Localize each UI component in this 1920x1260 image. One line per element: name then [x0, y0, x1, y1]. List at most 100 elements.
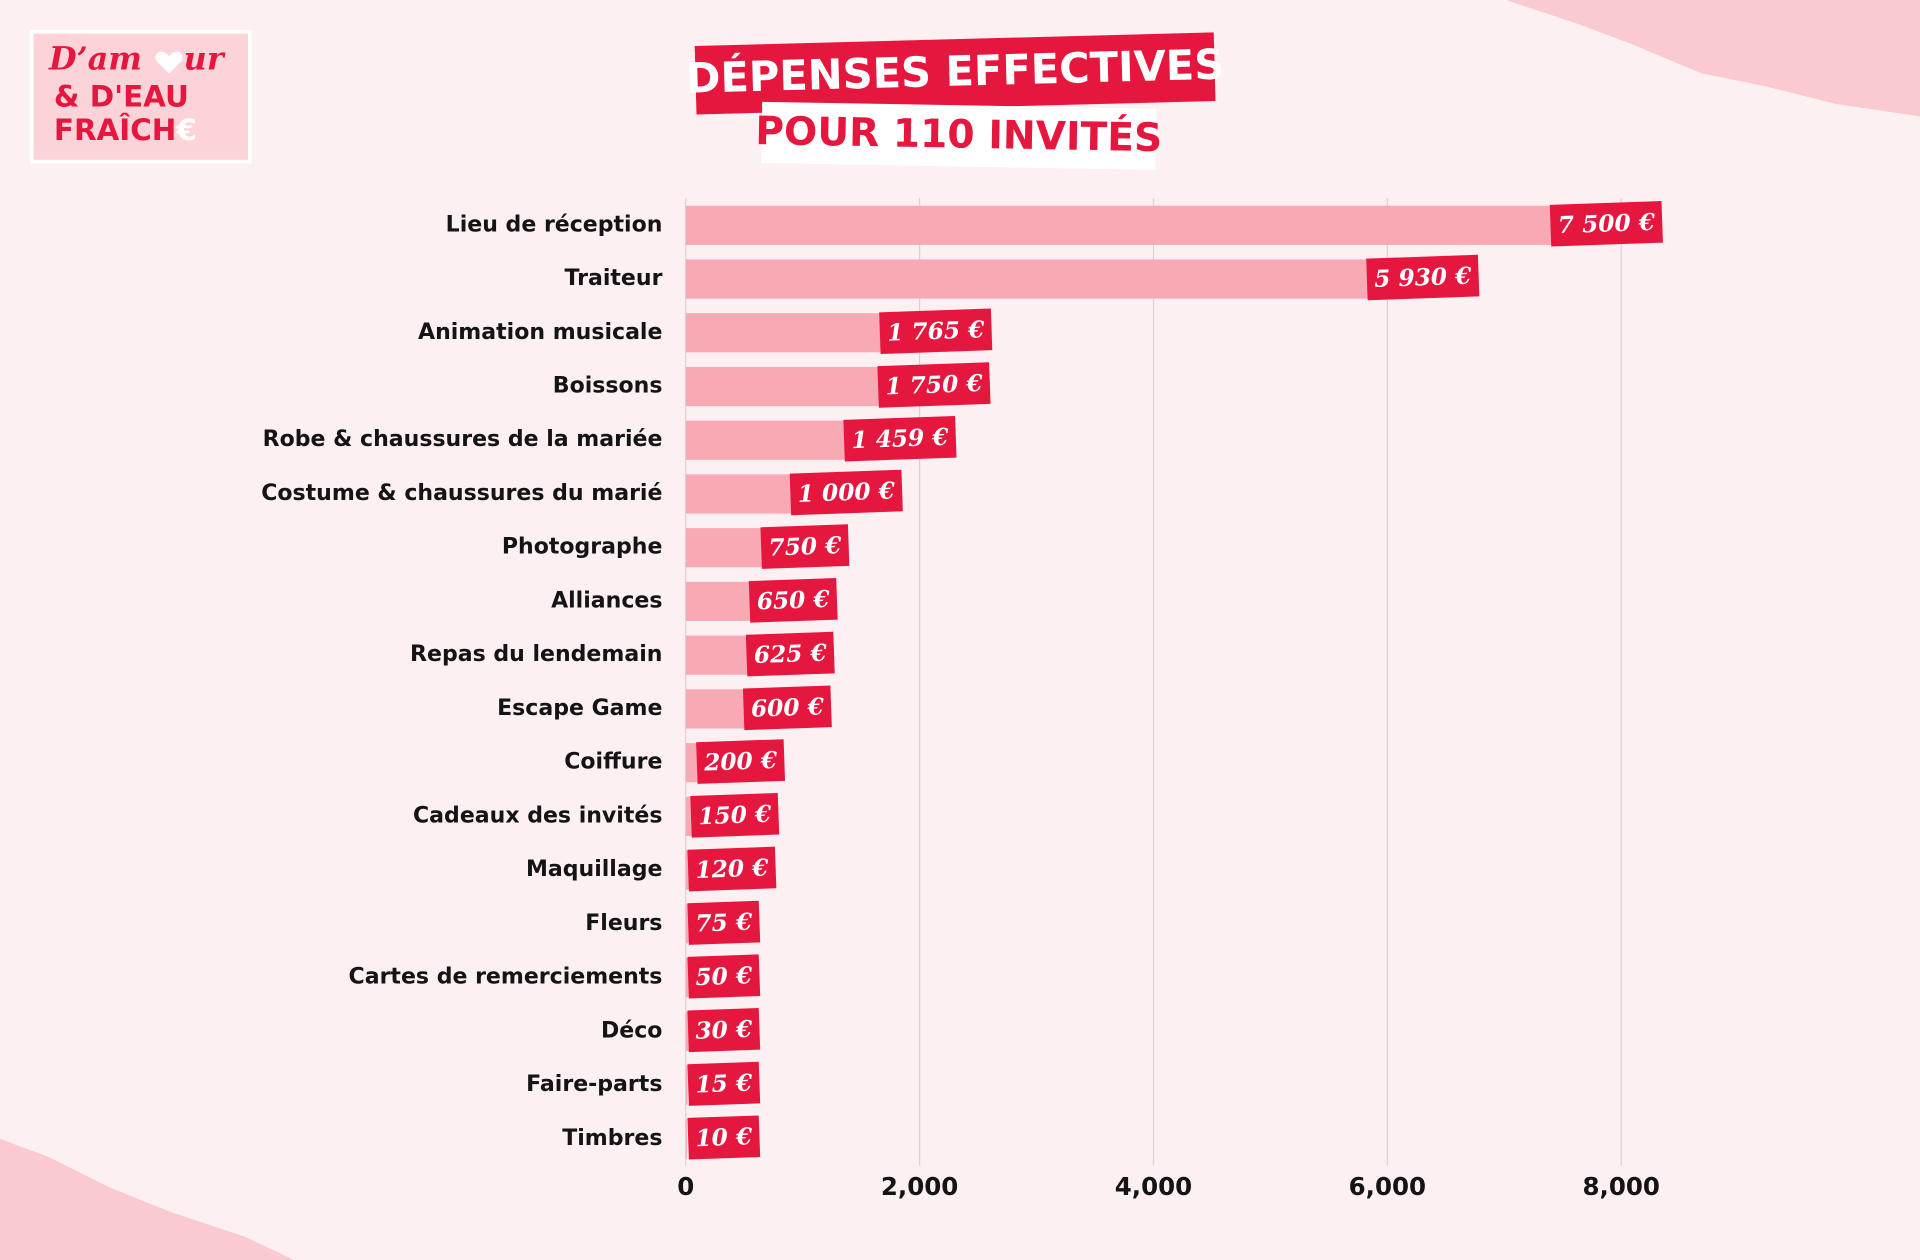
- value-label-group: 10 €: [687, 1115, 761, 1160]
- value-label-box: [789, 469, 903, 516]
- value-label: 15 €: [695, 1069, 753, 1098]
- value-label: 5 930 €: [1374, 263, 1473, 293]
- logo-text: & D'EAU: [54, 79, 189, 113]
- category-label: Fleurs: [585, 911, 662, 936]
- value-label: 75 €: [695, 909, 753, 938]
- value-label-box: [745, 631, 835, 677]
- value-label-box: [687, 900, 761, 945]
- bar: [685, 528, 774, 568]
- bar: [685, 420, 857, 460]
- value-label-group: 600 €: [742, 685, 832, 731]
- logo-box: [30, 30, 252, 164]
- subtitle-box: [761, 101, 1157, 170]
- category-label: Escape Game: [497, 696, 662, 721]
- value-label-box: [879, 308, 993, 355]
- value-label: 120 €: [695, 854, 770, 884]
- x-tick-label: 6,000: [1349, 1172, 1426, 1201]
- category-label: Timbres: [562, 1126, 662, 1151]
- value-label: 200 €: [703, 747, 779, 777]
- value-label-box: [760, 524, 850, 569]
- logo-text: ur: [184, 40, 226, 78]
- value-label-group: 50 €: [687, 954, 761, 999]
- category-label: Traiteur: [565, 266, 663, 291]
- bar: [685, 366, 891, 407]
- category-label: Repas du lendemain: [410, 642, 662, 667]
- value-label-box: [690, 792, 780, 838]
- x-tick-label: 2,000: [881, 1172, 958, 1201]
- x-tick-label: 4,000: [1115, 1172, 1192, 1201]
- value-label: 1 765 €: [887, 316, 986, 346]
- logo-text: FRAÎCH: [54, 112, 176, 147]
- bar: [685, 1065, 688, 1105]
- category-label: Déco: [601, 1018, 662, 1043]
- category-label: Cadeaux des invités: [413, 803, 662, 828]
- value-label: 150 €: [698, 801, 773, 831]
- value-label-group: 650 €: [748, 578, 838, 623]
- value-label-box: [1366, 254, 1480, 301]
- chart-subtitle: POUR 110 INVITÉS: [755, 107, 1163, 161]
- value-label-box: [843, 415, 957, 462]
- category-label: Alliances: [551, 588, 662, 613]
- value-label-box: [748, 578, 838, 623]
- value-label-group: 30 €: [687, 1008, 761, 1053]
- value-label-group: 120 €: [687, 846, 777, 892]
- value-label-group: 200 €: [696, 739, 786, 784]
- x-tick-label: 8,000: [1583, 1172, 1660, 1201]
- logo-text: FRAÎCH€: [54, 112, 197, 147]
- logo: D’am ur & D'EAU FRAÎCH€: [30, 30, 252, 164]
- category-label: Boissons: [553, 374, 663, 399]
- category-label: Faire-parts: [526, 1072, 662, 1097]
- bar: [685, 1119, 687, 1159]
- value-label-group: 150 €: [690, 792, 780, 838]
- value-label-group: 1 000 €: [789, 469, 903, 516]
- bar: [685, 474, 803, 514]
- value-label-box: [687, 1115, 761, 1160]
- title-group: DÉPENSES EFFECTIVES: [685, 32, 1225, 115]
- bar: [685, 205, 1563, 245]
- corner-decoration: [0, 1138, 294, 1260]
- value-label-box: [877, 362, 991, 408]
- value-label: 650 €: [756, 586, 831, 616]
- value-label: 1 750 €: [885, 370, 984, 400]
- value-label-group: 1 459 €: [843, 415, 957, 462]
- value-label-group: 5 930 €: [1366, 254, 1480, 301]
- plot: 0 2,000 4,000 6,000 8,000 Lieu de réception 7 …: [261, 198, 1663, 1201]
- category-label: Costume & chaussures du marié: [261, 481, 662, 506]
- value-label-box: [687, 1061, 761, 1106]
- value-label-box: [1549, 201, 1663, 247]
- value-label-box: [696, 739, 786, 784]
- value-label-group: 15 €: [687, 1061, 761, 1106]
- bar: [685, 1011, 690, 1051]
- bar: [685, 313, 893, 353]
- bar: [685, 259, 1380, 299]
- category-label: Robe & chaussures de la mariée: [263, 427, 663, 452]
- value-label-box: [742, 685, 832, 731]
- title-box: [694, 32, 1216, 115]
- value-label-group: 7 500 €: [1549, 201, 1663, 247]
- value-label: 30 €: [695, 1016, 753, 1045]
- value-label-group: 1 765 €: [879, 308, 993, 355]
- value-label-group: 625 €: [745, 631, 835, 677]
- category-label: Coiffure: [564, 750, 662, 775]
- value-label-box: [687, 954, 761, 999]
- category-label: Maquillage: [526, 857, 662, 882]
- category-label: Lieu de réception: [446, 212, 663, 237]
- value-label: 1 459 €: [851, 424, 950, 454]
- value-label-group: 1 750 €: [877, 362, 991, 408]
- value-label: 625 €: [753, 640, 828, 670]
- value-label: 600 €: [751, 693, 826, 723]
- corner-decoration: [1506, 0, 1920, 117]
- value-label: 7 500 €: [1557, 209, 1656, 239]
- logo-text: €: [175, 113, 196, 147]
- value-label: 50 €: [695, 962, 753, 991]
- category-label: Cartes de remerciements: [349, 965, 663, 990]
- value-label-box: [687, 846, 777, 892]
- logo-text: D’am: [48, 40, 142, 78]
- subtitle-group: POUR 110 INVITÉS: [755, 101, 1163, 170]
- value-label: 1 000 €: [797, 477, 896, 507]
- value-label-group: 750 €: [760, 524, 850, 569]
- logo-heart: [155, 51, 183, 74]
- value-label: 10 €: [695, 1123, 753, 1152]
